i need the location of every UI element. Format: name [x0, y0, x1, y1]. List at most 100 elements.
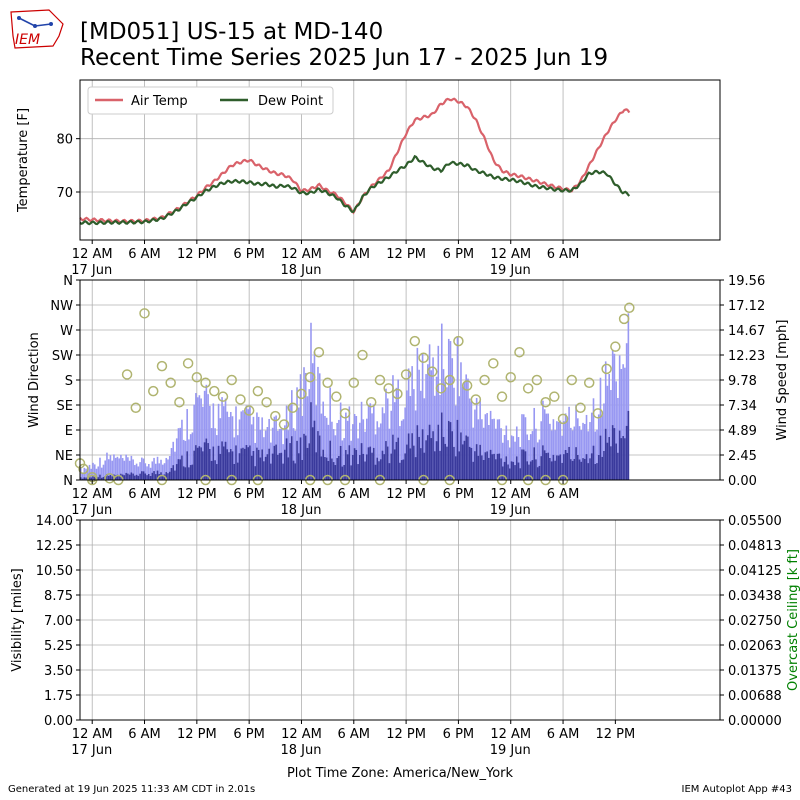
wind-speed-bar: [263, 461, 265, 480]
wind-gust-bar: [161, 464, 164, 480]
wind-speed-bar: [491, 454, 494, 480]
wind-direction-point: [252, 385, 264, 397]
wind-speed-bars: [80, 313, 630, 480]
wind-speed-bar: [179, 459, 182, 480]
wind-gust-bar: [332, 429, 335, 480]
wind-gust-bar: [547, 413, 549, 480]
wind-gust-bar: [102, 464, 105, 480]
wind-gust-bar: [177, 428, 180, 480]
wind-speed-bar: [172, 465, 175, 480]
wind-speed-bar: [193, 450, 195, 480]
wind-speed-bar: [327, 460, 330, 480]
wind-speed-bar: [346, 454, 349, 480]
wind-gust-bar: [151, 461, 154, 480]
wind-speed-bar: [148, 473, 150, 480]
x-tick-label: 12 AM: [72, 247, 113, 262]
wind-gust-bar: [508, 447, 511, 480]
x-tick-label: 12 PM: [177, 247, 217, 262]
wind-gust-bar: [242, 410, 244, 480]
wind-speed-bar: [128, 474, 131, 480]
wind-speed-bar: [512, 461, 515, 480]
wind-speed-bar: [606, 442, 609, 480]
x-tick-date-label: 19 Jun: [490, 743, 531, 758]
y-tick-label: 17.12: [728, 299, 765, 314]
wind-gust-bar: [343, 438, 345, 480]
wind-speed-bar: [106, 473, 108, 480]
wind-speed-bar: [531, 460, 534, 480]
xaxis-label: Plot Time Zone: America/New_York: [287, 766, 514, 781]
wind-gust-bar: [606, 385, 609, 480]
wind-gust-bar: [458, 396, 461, 480]
wind-direction-point: [235, 394, 246, 405]
wind-speed-bar: [329, 440, 331, 480]
y-tick-label: 0.00: [728, 474, 757, 489]
wind-speed-bar: [343, 464, 345, 480]
wind-gust-bar: [322, 401, 324, 480]
wind-speed-bar: [231, 451, 234, 480]
y-tick-label: 8.75: [44, 589, 73, 604]
wind-direction-point: [575, 402, 586, 414]
wind-gust-bar: [188, 439, 190, 480]
wind-speed-bar: [277, 454, 279, 480]
wind-speed-bar: [622, 436, 624, 480]
wind-speed-bar: [252, 451, 255, 480]
wind-speed-bar: [599, 435, 602, 480]
wind-gust-bar: [184, 440, 187, 480]
wind-gust-bar: [200, 398, 202, 480]
wind-gust-bar: [331, 421, 333, 480]
wind-speed-bar: [212, 446, 215, 480]
wind-speed-bar: [324, 456, 326, 480]
wind-gust-bar: [348, 406, 351, 480]
wind-gust-bar: [256, 412, 258, 480]
wind-gust-bar: [467, 378, 469, 480]
wind-gust-bar: [444, 382, 447, 480]
wind-speed-bar: [515, 456, 518, 480]
wind-gust-bar: [139, 462, 141, 480]
wind-gust-bar: [116, 456, 119, 480]
y-tick-label: 3.50: [44, 664, 73, 679]
wind-gust-bar: [221, 397, 223, 480]
wind-gust-bar: [226, 411, 229, 480]
wind-speed-bar: [301, 459, 304, 480]
wind-speed-bar: [521, 449, 523, 480]
wind-gust-bar: [172, 441, 175, 480]
x-tick-label: 6 PM: [233, 727, 264, 742]
wind-speed-bar: [416, 425, 419, 480]
wind-direction-point: [270, 410, 281, 422]
wind-speed-bar: [259, 457, 262, 480]
wind-speed-bar: [575, 447, 577, 480]
wind-direction-point: [531, 374, 543, 386]
wind-gust-bar: [460, 362, 462, 480]
wind-speed-bar: [266, 454, 269, 480]
wind-speed-bar: [610, 446, 612, 480]
wind-gust-bar: [552, 419, 555, 480]
y-tick-label: SE: [57, 399, 73, 414]
wind-gust-bar: [615, 381, 617, 480]
wind-speed-bar: [519, 468, 522, 480]
wind-gust-bar: [465, 374, 467, 480]
wind-speed-bar: [97, 477, 100, 480]
wind-gust-bar: [320, 413, 323, 480]
wind-direction-point: [243, 405, 255, 416]
wind-gust-bar: [100, 467, 103, 480]
y-tick-label: NE: [55, 449, 73, 464]
wind-speed-bar: [83, 477, 86, 480]
wind-speed-bar: [381, 450, 384, 480]
wind-speed-bar: [188, 467, 190, 480]
wind-gust-bar: [336, 422, 338, 480]
wind-speed-bar: [420, 448, 422, 480]
y-tick-label: 1.75: [44, 689, 73, 704]
wind-speed-bar: [182, 466, 185, 480]
wind-direction-point: [557, 413, 569, 425]
wind-speed-bar: [338, 456, 340, 480]
wind-speed-bar: [467, 436, 469, 480]
wind-gust-bar: [85, 468, 87, 480]
wind-speed-bar: [489, 449, 492, 480]
wind-gust-bar: [360, 401, 363, 480]
wind-gust-bar: [413, 389, 415, 480]
wind-speed-bar: [154, 474, 157, 480]
wind-speed-bar: [592, 445, 595, 480]
wind-speed-bar: [134, 475, 136, 480]
wind-gust-bar: [522, 414, 525, 480]
